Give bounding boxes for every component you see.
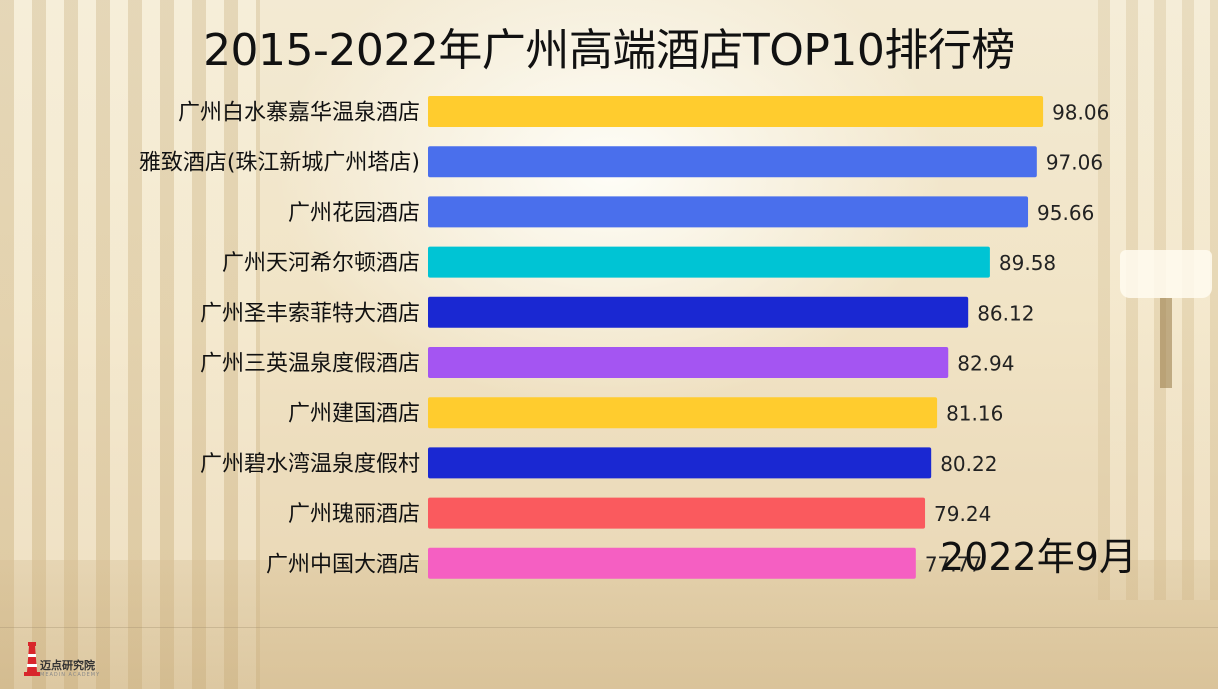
value-label: 80.22	[940, 452, 997, 476]
value-label: 97.06	[1046, 151, 1103, 175]
value-label: 79.24	[934, 502, 991, 526]
category-label: 广州花园酒店	[288, 201, 420, 226]
logo-subtitle: MEADIN ACADEMY	[40, 672, 101, 678]
bar	[428, 146, 1037, 178]
value-label: 86.12	[977, 301, 1034, 325]
value-label: 98.06	[1052, 101, 1109, 125]
value-label: 81.16	[946, 402, 1003, 426]
bar	[428, 196, 1029, 228]
background-curtain-right	[1098, 0, 1218, 600]
category-label: 广州三英温泉度假酒店	[200, 352, 420, 377]
bar	[428, 547, 916, 579]
category-label: 雅致酒店(珠江新城广州塔店)	[139, 151, 420, 176]
background-lamp-stem	[1160, 298, 1172, 388]
bar	[428, 347, 949, 378]
period-label: 2022年9月	[940, 535, 1137, 579]
value-label: 89.58	[999, 251, 1056, 275]
background-curtain-left	[0, 0, 260, 689]
value-label: 95.66	[1037, 201, 1094, 225]
category-label: 广州中国大酒店	[266, 552, 420, 577]
bar	[428, 96, 1044, 127]
category-label: 广州圣丰索菲特大酒店	[200, 301, 420, 326]
value-label: 77.77	[925, 552, 982, 576]
bar	[428, 246, 990, 278]
category-label: 广州白水寨嘉华温泉酒店	[178, 101, 420, 126]
background-lamp-shade	[1120, 250, 1212, 298]
lighthouse-logo-icon	[24, 642, 40, 676]
category-label: 广州瑰丽酒店	[288, 502, 420, 527]
chart-title: 2015-2022年广州高端酒店TOP10排行榜	[203, 25, 1015, 76]
bar	[428, 447, 932, 479]
value-label: 82.94	[957, 352, 1014, 376]
footer-divider	[0, 627, 1218, 628]
bar	[428, 397, 938, 429]
logo-text: 迈点研究院	[40, 659, 95, 672]
category-label: 广州碧水湾温泉度假村	[200, 452, 420, 477]
background-floor	[0, 560, 1218, 689]
bar	[428, 497, 926, 529]
bar	[428, 296, 969, 328]
category-label: 广州建国酒店	[288, 402, 420, 427]
category-label: 广州天河希尔顿酒店	[222, 251, 420, 276]
